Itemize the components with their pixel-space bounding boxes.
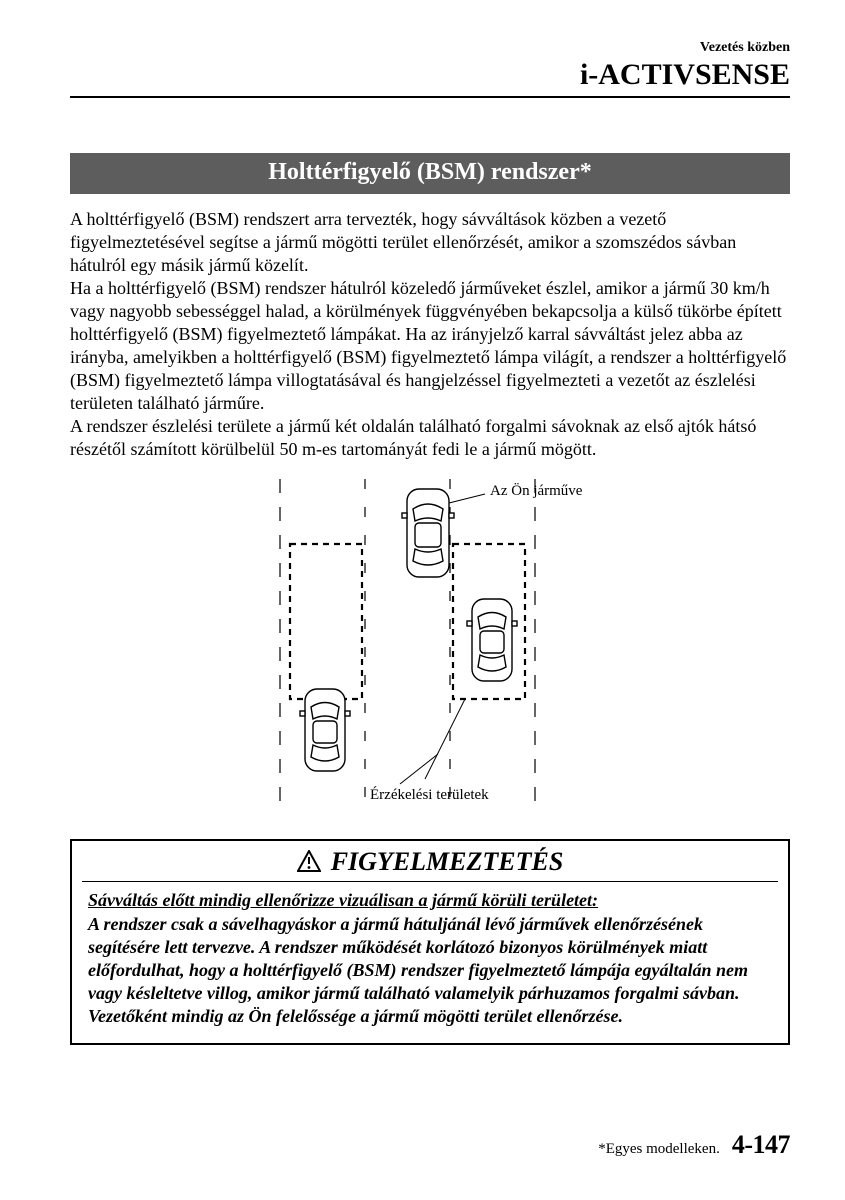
warning-triangle-icon — [297, 849, 321, 879]
header-title: i-ACTIVSENSE — [70, 58, 790, 92]
warning-box: FIGYELMEZTETÉS Sávváltás előtt mindig el… — [70, 839, 790, 1044]
page-footer: *Egyes modelleken. 4-147 — [598, 1130, 790, 1160]
page-number: 4-147 — [732, 1130, 790, 1160]
section-title-bar: Holttérfigyelő (BSM) rendszer* — [70, 153, 790, 194]
bsm-diagram: Az Ön járműve Érzékelési területek — [250, 479, 610, 809]
warning-subhead: Sávváltás előtt mindig ellenőrizze vizuá… — [72, 890, 788, 913]
warning-divider — [82, 881, 778, 882]
footnote: *Egyes modelleken. — [598, 1141, 720, 1158]
warning-body: A rendszer csak a sávelhagyáskor a jármű… — [72, 913, 788, 1042]
diagram-label-your-vehicle: Az Ön járműve — [490, 482, 583, 499]
warning-title-text: FIGYELMEZTETÉS — [331, 847, 564, 876]
warning-title: FIGYELMEZTETÉS — [72, 841, 788, 881]
diagram-label-detection-areas: Érzékelési területek — [370, 786, 489, 803]
header-divider — [70, 96, 790, 98]
body-paragraph: A holttérfigyelő (BSM) rendszert arra te… — [70, 208, 790, 461]
header-breadcrumb: Vezetés közben — [70, 40, 790, 56]
